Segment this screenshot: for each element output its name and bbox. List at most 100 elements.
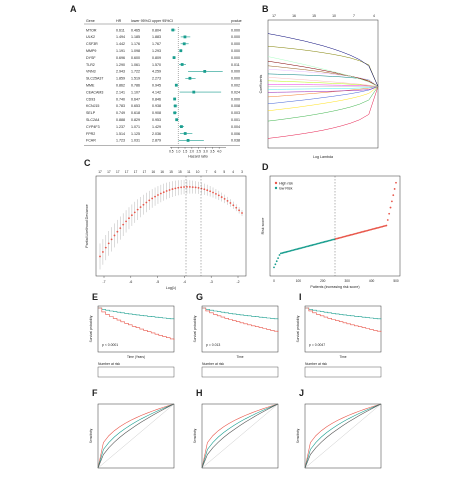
forest-upper: 0.846 [152, 97, 161, 101]
forest-hr-marker [173, 104, 177, 108]
lasso-coefficient-path [267, 45, 379, 87]
km-risk-table [304, 366, 382, 378]
forest-hr: 1.514 [116, 132, 125, 136]
forest-upper: 4.142 [152, 90, 161, 94]
forest-lower: 1.519 [131, 77, 140, 81]
risk-score-point [329, 239, 332, 242]
lasso-cv-point [110, 238, 113, 241]
lasso-path-top-tick: 4 [373, 14, 375, 18]
forest-header: lower 95%CI [131, 19, 151, 23]
risk-score-point [367, 229, 370, 232]
forest-pvalue: 0.006 [231, 132, 240, 136]
lasso-coefficient-path [267, 86, 379, 122]
lasso-cv-point [203, 188, 206, 191]
risk-legend-low-swatch [274, 186, 278, 190]
lasso-cv-point [116, 230, 119, 233]
lasso-cv-top-tick: 16 [160, 170, 164, 174]
lasso-coefficient-path [267, 86, 379, 105]
risk-score-point [380, 226, 382, 228]
forest-hr: 1.859 [116, 77, 125, 81]
risk-score-point [318, 242, 321, 245]
risk-score-point [344, 235, 347, 238]
lasso-cv-point [215, 192, 217, 195]
lasso-coefficient-path [267, 60, 379, 87]
roc-curve [304, 403, 382, 469]
lasso-cv-point [194, 186, 197, 189]
km-frame [97, 305, 175, 353]
forest-hr-marker [179, 49, 183, 53]
lasso-cv-point [145, 201, 148, 204]
lasso-cv-point [130, 214, 133, 217]
forest-header: Gene [86, 19, 95, 23]
risk-score-point [369, 228, 371, 231]
lasso-cv-top-tick: 15 [178, 170, 182, 174]
forest-gene: MMP9 [86, 49, 96, 53]
forest-pvalue: 0.038 [231, 139, 240, 143]
forest-lower: 0.653 [131, 104, 140, 108]
lasso-cv-top-tick: 3 [241, 170, 243, 174]
forest-hr-marker [188, 76, 192, 80]
risk-score-point [310, 244, 312, 247]
km-risk-title: Number at risk [202, 362, 224, 366]
forest-pvalue: 0.008 [231, 104, 240, 108]
roc-ylabel: Sensitivity [89, 428, 93, 443]
lasso-cv-point [151, 197, 154, 200]
risk-score-point [333, 238, 336, 241]
forest-lower: 1.176 [131, 42, 140, 46]
forest-hr: 1.494 [116, 35, 125, 39]
lasso-cv-point [122, 223, 125, 226]
risk-score-point [395, 181, 397, 184]
roc-diagonal [97, 403, 175, 469]
km-xlabel: Time [340, 355, 347, 359]
lasso-cv-top-tick: 17 [125, 170, 129, 174]
lasso-cv-tick-label: -5 [156, 280, 159, 284]
forest-hr: 1.723 [116, 139, 125, 143]
risk-tick-label: 400 [369, 279, 375, 283]
forest-gene: FCAR [86, 139, 96, 143]
risk-score-point [295, 248, 297, 251]
forest-hr: 0.611 [116, 28, 125, 32]
risk-score-point [315, 243, 318, 245]
forest-pvalue: 0.000 [231, 77, 240, 81]
lasso-cv-xlabel: Log(λ) [166, 286, 176, 290]
panel-label-e: E [92, 292, 98, 302]
forest-hr: 0.888 [116, 118, 125, 122]
forest-pvalue: 0.000 [231, 70, 240, 74]
forest-hr-marker [183, 132, 187, 135]
risk-legend-high-swatch [274, 181, 278, 185]
risk-tick-label: 500 [393, 279, 399, 283]
lasso-cv-point [128, 217, 130, 220]
km-high-risk-curve [305, 307, 382, 332]
risk-score-point [303, 246, 306, 249]
forest-header: HR [116, 19, 122, 23]
risk-score-point [326, 240, 329, 242]
forest-hr-marker [171, 28, 175, 32]
forest-upper: 2.036 [152, 132, 161, 136]
lasso-path-top-tick: 16 [292, 14, 296, 18]
lasso-cv-frame [95, 175, 247, 277]
roc-ylabel: Sensitivity [296, 428, 300, 443]
forest-lower: 1.185 [131, 35, 140, 39]
risk-score-point [322, 241, 325, 244]
risk-score-point [288, 250, 290, 253]
roc-curve [97, 403, 175, 469]
risk-score-point [364, 230, 367, 232]
forest-hr: 0.783 [116, 104, 125, 108]
lasso-cv-point [133, 211, 136, 214]
lasso-cv-point [206, 189, 209, 192]
lasso-path-top-tick: 17 [272, 14, 276, 18]
forest-gene: VNN3 [86, 70, 96, 74]
forest-hr-marker [183, 35, 187, 39]
risk-score-point [390, 200, 393, 203]
forest-gene: KCNJ15 [86, 104, 99, 108]
roc-curve [97, 403, 175, 469]
forest-hr: 2.141 [116, 90, 125, 94]
km-xlabel: Time [237, 355, 244, 359]
forest-upper: 0.809 [152, 56, 161, 60]
risk-score-point [292, 249, 295, 252]
risk-score-point [352, 233, 355, 236]
risk-score-point [285, 251, 288, 253]
forest-lower: 0.618 [131, 111, 140, 115]
risk-score-point [353, 232, 356, 235]
risk-score-point [338, 236, 341, 239]
